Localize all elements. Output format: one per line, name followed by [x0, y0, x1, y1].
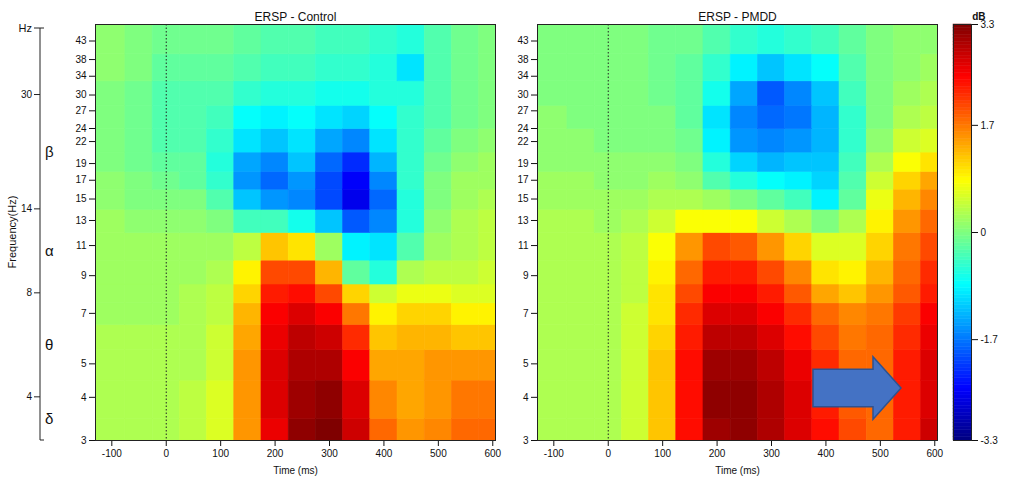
- svg-text:14: 14: [21, 203, 33, 214]
- svg-text:19: 19: [517, 158, 529, 169]
- svg-text:11: 11: [518, 240, 529, 251]
- svg-text:15: 15: [75, 193, 87, 204]
- svg-text:0: 0: [163, 448, 169, 459]
- svg-text:7: 7: [523, 308, 529, 319]
- svg-text:3: 3: [523, 435, 529, 446]
- svg-text:5: 5: [81, 358, 87, 369]
- svg-text:15: 15: [517, 193, 529, 204]
- svg-text:Time (ms): Time (ms): [715, 465, 760, 476]
- svg-text:24: 24: [517, 123, 529, 134]
- svg-text:27: 27: [517, 105, 529, 116]
- svg-text:13: 13: [75, 215, 87, 226]
- svg-text:27: 27: [75, 105, 87, 116]
- svg-text:0: 0: [981, 227, 987, 238]
- svg-text:100: 100: [654, 448, 671, 459]
- svg-text:400: 400: [376, 448, 393, 459]
- svg-text:400: 400: [818, 448, 835, 459]
- svg-text:300: 300: [321, 448, 338, 459]
- svg-text:30: 30: [75, 89, 87, 100]
- svg-text:dB: dB: [972, 11, 985, 22]
- svg-text:300: 300: [763, 448, 780, 459]
- svg-text:43: 43: [517, 35, 529, 46]
- svg-text:θ: θ: [45, 336, 53, 353]
- svg-text:17: 17: [75, 174, 87, 185]
- svg-text:34: 34: [517, 70, 529, 81]
- svg-text:Frequency(Hz): Frequency(Hz): [6, 196, 18, 269]
- svg-text:Hz: Hz: [19, 22, 32, 34]
- svg-text:100: 100: [212, 448, 229, 459]
- svg-text:4: 4: [523, 392, 529, 403]
- svg-text:38: 38: [517, 54, 529, 65]
- svg-text:3: 3: [81, 435, 87, 446]
- svg-text:0: 0: [605, 448, 611, 459]
- svg-text:13: 13: [517, 215, 529, 226]
- svg-text:22: 22: [517, 136, 529, 147]
- svg-text:11: 11: [76, 240, 87, 251]
- svg-text:200: 200: [267, 448, 284, 459]
- svg-text:-3.3: -3.3: [981, 435, 999, 446]
- svg-text:5: 5: [523, 358, 529, 369]
- svg-text:9: 9: [523, 270, 529, 281]
- svg-text:500: 500: [872, 448, 889, 459]
- svg-text:43: 43: [75, 35, 87, 46]
- svg-text:-1.7: -1.7: [981, 334, 999, 345]
- svg-text:9: 9: [81, 270, 87, 281]
- svg-text:600: 600: [484, 448, 501, 459]
- svg-text:-100: -100: [544, 448, 564, 459]
- svg-text:500: 500: [430, 448, 447, 459]
- svg-text:600: 600: [926, 448, 943, 459]
- svg-text:24: 24: [75, 123, 87, 134]
- svg-text:34: 34: [75, 70, 87, 81]
- svg-text:17: 17: [517, 174, 529, 185]
- svg-text:30: 30: [21, 89, 33, 100]
- svg-text:3.3: 3.3: [980, 18, 995, 30]
- svg-text:19: 19: [75, 158, 87, 169]
- svg-text:1.7: 1.7: [981, 120, 995, 131]
- svg-text:-100: -100: [102, 448, 122, 459]
- svg-text:δ: δ: [45, 410, 53, 427]
- svg-text:200: 200: [709, 448, 726, 459]
- svg-text:ERSP - Control: ERSP - Control: [255, 10, 337, 24]
- svg-text:22: 22: [75, 136, 87, 147]
- svg-text:7: 7: [81, 308, 87, 319]
- svg-text:4: 4: [26, 391, 32, 402]
- svg-text:ERSP - PMDD: ERSP - PMDD: [698, 10, 777, 24]
- svg-text:Time (ms): Time (ms): [273, 465, 318, 476]
- svg-text:4: 4: [81, 392, 87, 403]
- svg-text:α: α: [45, 242, 54, 259]
- svg-text:β: β: [45, 143, 54, 160]
- svg-text:38: 38: [75, 54, 87, 65]
- svg-text:8: 8: [26, 287, 32, 298]
- svg-text:30: 30: [517, 89, 529, 100]
